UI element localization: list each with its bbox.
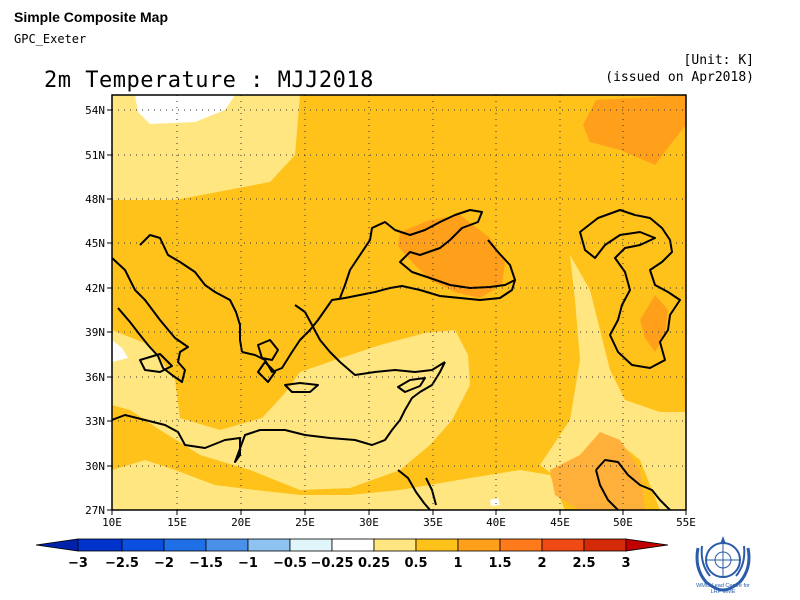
lon-tick-label: 20E bbox=[231, 516, 251, 529]
plot-frame bbox=[111, 94, 687, 511]
lat-tick-labels: 54N 51N 48N 45N 42N 39N 36N 33N 30N 27N bbox=[85, 104, 105, 517]
lon-tick-label: 25E bbox=[295, 516, 315, 529]
wmo-emblem-icon bbox=[695, 536, 751, 592]
coastlines bbox=[112, 209, 681, 510]
colorbar-swatch bbox=[77, 538, 123, 552]
map-title: 2m Temperature : MJJ2018 bbox=[44, 68, 374, 93]
app-title: Simple Composite Map bbox=[14, 9, 169, 25]
lon-tick-label: 50E bbox=[613, 516, 633, 529]
anomaly-region-1.5-2 bbox=[640, 295, 668, 352]
colorbar-label: 0.25 bbox=[358, 556, 390, 571]
lat-tick-label: 39N bbox=[85, 326, 105, 339]
colorbar-swatch bbox=[457, 538, 501, 552]
coastline-crete bbox=[284, 382, 319, 393]
anomaly-region-0.5-1 bbox=[112, 460, 565, 510]
lat-tick-label: 45N bbox=[85, 237, 105, 250]
lat-tick-label: 51N bbox=[85, 149, 105, 162]
colorbar-label: −0.25 bbox=[311, 556, 354, 571]
coastline-red-sea bbox=[397, 469, 431, 510]
lon-tick-label: 15E bbox=[167, 516, 187, 529]
colorbar-label: −1.5 bbox=[189, 556, 223, 571]
anomaly-region-1.5-2 bbox=[398, 215, 505, 298]
colorbar-swatch bbox=[121, 538, 165, 552]
colorbar-label: −0.5 bbox=[273, 556, 307, 571]
colorbar-swatch bbox=[289, 538, 333, 552]
colorbar-label: 0.5 bbox=[404, 556, 427, 571]
anomaly-region-0.5-1 bbox=[112, 330, 470, 490]
lon-tick-label: 30E bbox=[359, 516, 379, 529]
colorbar-swatch bbox=[163, 538, 207, 552]
coastline-north-africa bbox=[112, 361, 446, 463]
coastline-cyprus bbox=[397, 377, 426, 393]
coastline-adriatic bbox=[139, 234, 243, 353]
coastline-sicily bbox=[139, 353, 173, 373]
colorbar-swatch bbox=[373, 538, 417, 552]
unit-label: [Unit: K] bbox=[683, 53, 754, 68]
lon-tick-label: 10E bbox=[102, 516, 122, 529]
anomaly-region-0.5-1 bbox=[540, 255, 686, 510]
anomaly-region-1.5-2 bbox=[550, 432, 645, 510]
coastline-peloponnese bbox=[257, 361, 276, 383]
lat-tick-label: 30N bbox=[85, 460, 105, 473]
colorbar-label: 3 bbox=[621, 556, 630, 571]
coastline-caspian bbox=[579, 209, 681, 369]
wmo-logo-line1: WMO Lead Centre for bbox=[696, 583, 750, 589]
colorbar-label: 2 bbox=[537, 556, 546, 571]
lat-tick-label: 42N bbox=[85, 282, 105, 295]
app-subtitle: GPC_Exeter bbox=[14, 32, 87, 46]
colorbar-min-arrow bbox=[35, 538, 79, 552]
issued-label: (issued on Apr2018) bbox=[605, 70, 754, 85]
coastline-gulf-aqaba bbox=[425, 477, 437, 506]
coastline-persian-gulf bbox=[595, 459, 671, 510]
anomaly-region-1.5-2 bbox=[583, 95, 686, 165]
colorbar-swatch bbox=[415, 538, 459, 552]
coastline-italy bbox=[112, 257, 189, 383]
lon-tick-label: 45E bbox=[550, 516, 570, 529]
colorbar-label: −2 bbox=[154, 556, 174, 571]
axis-ticks bbox=[107, 109, 687, 515]
colorbar-label: −3 bbox=[68, 556, 88, 571]
lat-tick-label: 36N bbox=[85, 371, 105, 384]
colorbar-swatch bbox=[205, 538, 249, 552]
lon-tick-label: 35E bbox=[423, 516, 443, 529]
wmo-logo-caption: WMO Lead Centre for LRF MME bbox=[684, 583, 762, 595]
lat-tick-label: 27N bbox=[85, 504, 105, 517]
lat-tick-label: 33N bbox=[85, 415, 105, 428]
coastline-arabia bbox=[595, 469, 619, 510]
colorbar-swatch bbox=[541, 538, 585, 552]
colorbar-label: 1 bbox=[453, 556, 462, 571]
colorbar-labels: −3 −2.5 −2 −1.5 −1 −0.5 −0.25 0.25 0.5 1… bbox=[68, 556, 631, 571]
lat-tick-label: 54N bbox=[85, 104, 105, 117]
coastline-greece bbox=[257, 339, 279, 361]
colorbar bbox=[35, 538, 669, 552]
coastline-black-sea bbox=[339, 209, 516, 299]
colorbar-label: 1.5 bbox=[488, 556, 511, 571]
coastline-balkans bbox=[241, 279, 516, 373]
wmo-logo-line2: LRF MME bbox=[710, 589, 736, 595]
colorbar-label: −1 bbox=[238, 556, 258, 571]
colorbar-label: −2.5 bbox=[105, 556, 139, 571]
anomaly-region-near-zero bbox=[112, 340, 128, 362]
lon-tick-label: 40E bbox=[486, 516, 506, 529]
colorbar-swatch bbox=[499, 538, 543, 552]
lon-tick-labels: 10E 15E 20E 25E 30E 35E 40E 45E 50E 55E bbox=[102, 516, 696, 529]
colorbar-swatch bbox=[331, 538, 375, 552]
colorbar-max-arrow bbox=[625, 538, 669, 552]
anomaly-region-near-zero bbox=[490, 498, 500, 506]
colorbar-label: 2.5 bbox=[572, 556, 595, 571]
coastline-turkey-south bbox=[339, 361, 446, 376]
colorbar-swatch bbox=[247, 538, 291, 552]
anomaly-field bbox=[112, 95, 686, 510]
lat-tick-label: 48N bbox=[85, 193, 105, 206]
colorbar-swatch bbox=[583, 538, 627, 552]
lon-tick-label: 55E bbox=[676, 516, 696, 529]
